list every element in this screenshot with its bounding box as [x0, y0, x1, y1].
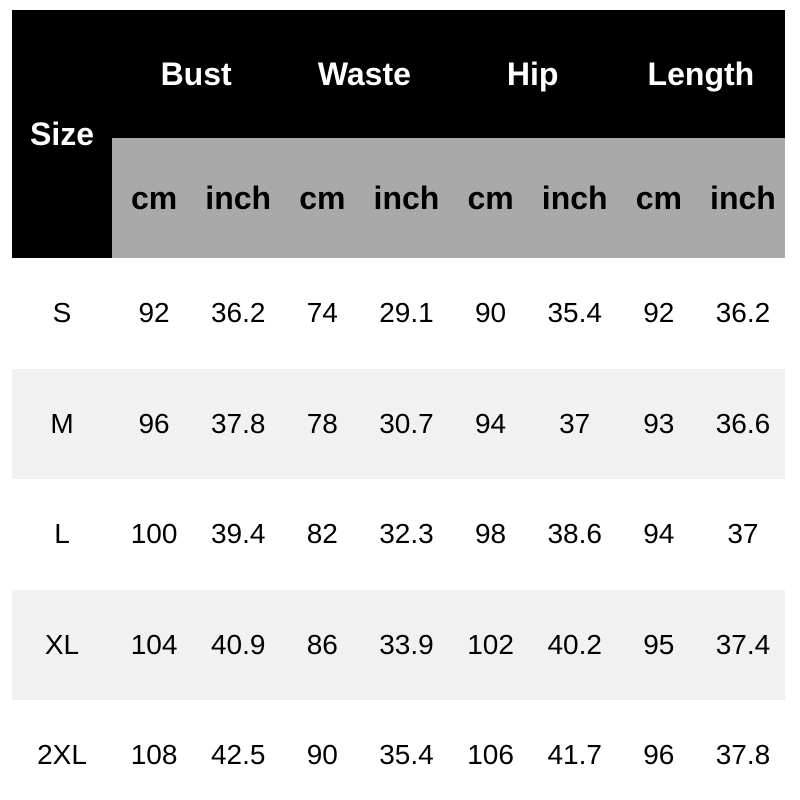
cell-value: 98	[448, 479, 533, 590]
cell-value: 32.3	[364, 479, 449, 590]
unit-header-length-inch: inch	[700, 138, 785, 258]
cell-value: 39.4	[196, 479, 281, 590]
row-size-label: S	[12, 258, 112, 369]
unit-header-hip-cm: cm	[448, 138, 533, 258]
cell-value: 40.9	[196, 589, 281, 700]
group-header-waste: Waste	[280, 10, 449, 138]
cell-value: 29.1	[364, 258, 449, 369]
cell-value: 37.8	[700, 700, 785, 800]
cell-value: 90	[448, 258, 533, 369]
cell-value: 41.7	[532, 700, 617, 800]
cell-value: 96	[112, 368, 197, 479]
cell-value: 94	[616, 479, 701, 590]
cell-value: 36.2	[700, 258, 785, 369]
cell-value: 86	[280, 589, 365, 700]
cell-value: 40.2	[532, 589, 617, 700]
group-header-hip: Hip	[448, 10, 617, 138]
cell-value: 38.6	[532, 479, 617, 590]
cell-value: 36.6	[700, 368, 785, 479]
row-size-label: M	[12, 368, 112, 479]
cell-value: 35.4	[364, 700, 449, 800]
cell-value: 36.2	[196, 258, 281, 369]
cell-value: 92	[616, 258, 701, 369]
cell-value: 82	[280, 479, 365, 590]
cell-value: 108	[112, 700, 197, 800]
cell-value: 90	[280, 700, 365, 800]
cell-value: 33.9	[364, 589, 449, 700]
cell-value: 35.4	[532, 258, 617, 369]
group-header-bust: Bust	[112, 10, 281, 138]
cell-value: 74	[280, 258, 365, 369]
unit-header-waste-cm: cm	[280, 138, 365, 258]
cell-value: 102	[448, 589, 533, 700]
cell-value: 96	[616, 700, 701, 800]
unit-header-waste-inch: inch	[364, 138, 449, 258]
row-size-label: 2XL	[12, 700, 112, 800]
cell-value: 78	[280, 368, 365, 479]
cell-value: 37.4	[700, 589, 785, 700]
cell-value: 37.8	[196, 368, 281, 479]
cell-value: 37	[532, 368, 617, 479]
row-size-label: L	[12, 479, 112, 590]
cell-value: 30.7	[364, 368, 449, 479]
cell-value: 37	[700, 479, 785, 590]
row-size-label: XL	[12, 589, 112, 700]
unit-header-length-cm: cm	[616, 138, 701, 258]
group-header-length: Length	[616, 10, 785, 138]
size-corner-header: Size	[12, 10, 112, 258]
cell-value: 104	[112, 589, 197, 700]
cell-value: 100	[112, 479, 197, 590]
unit-header-bust-cm: cm	[112, 138, 197, 258]
cell-value: 92	[112, 258, 197, 369]
cell-value: 106	[448, 700, 533, 800]
size-table: Size Bust Waste Hip Length cm inch cm in…	[12, 10, 785, 800]
cell-value: 42.5	[196, 700, 281, 800]
cell-value: 95	[616, 589, 701, 700]
unit-header-hip-inch: inch	[532, 138, 617, 258]
cell-value: 93	[616, 368, 701, 479]
unit-header-bust-inch: inch	[196, 138, 281, 258]
cell-value: 94	[448, 368, 533, 479]
